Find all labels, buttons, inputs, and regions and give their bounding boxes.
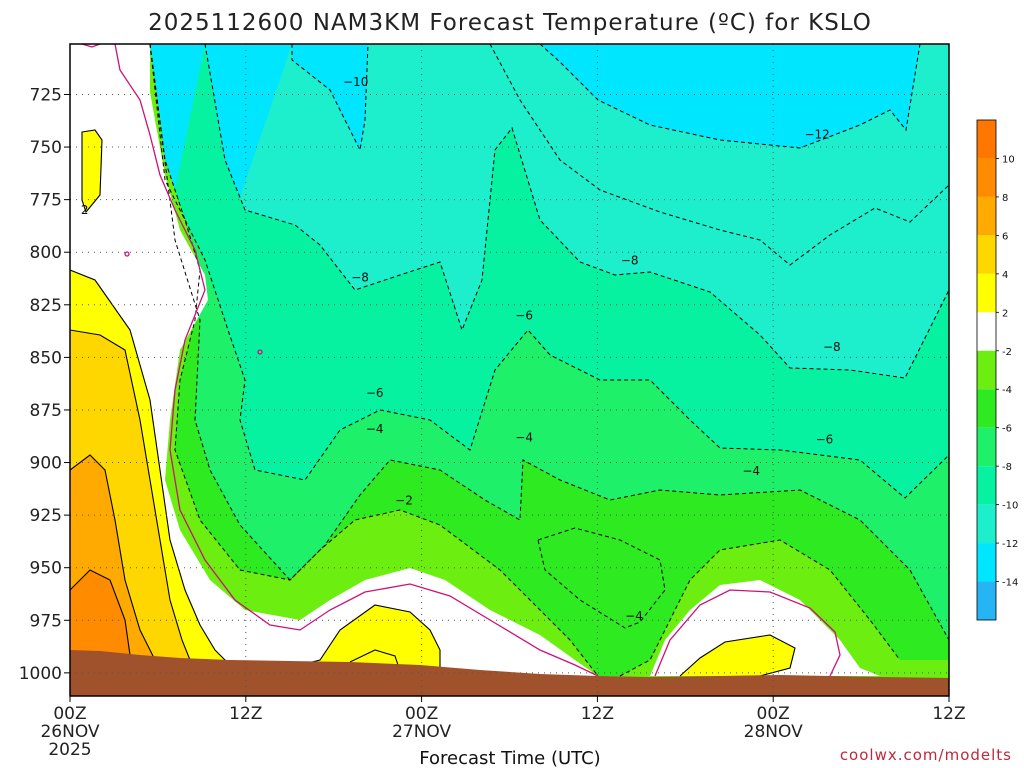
colorbar-label: -2 [1002,347,1012,358]
contour-label: −2 [395,493,413,507]
y-tick-label: 825 [30,296,62,316]
y-tick-label: 725 [30,85,62,105]
pressure-gridlines [70,93,949,674]
region-plus-2-to-plus-4-bump2 [680,635,795,676]
x-tick-label: 12Z [932,704,965,724]
y-tick-label: 975 [30,611,62,631]
colorbar-label: -6 [1002,424,1012,435]
y-tick-label: 950 [30,559,62,579]
colorbar-label: 8 [1002,193,1008,204]
colorbar-frame [976,119,997,621]
region-minus-4-pocket [538,528,665,628]
x-tick-label: 12Z [229,704,262,724]
plot-frame [69,43,950,697]
terrain-ground [70,650,949,696]
colorbar-swatch [977,427,996,467]
x-tick-label: 2025 [48,740,91,760]
colorbar-swatch [977,273,996,313]
y-tick-label: 850 [30,348,62,368]
colorbar-label: -8 [1002,462,1012,473]
y-tick-label: 1000 [19,664,62,684]
region-plus-2-to-minus-2-east [650,580,880,676]
x-tick-label: 12Z [581,704,614,724]
colorbar-swatch [977,350,996,390]
x-tick-label: 00Z [53,704,86,724]
colorbar-swatch [977,466,996,505]
x-tick-label: 27NOV [392,722,451,742]
colorbar: 10 8 6 4 2 -2 -4 -6 -8 -10 -12 -14 [976,119,1018,621]
colorbar-swatch [977,158,996,197]
colorbar-swatch [977,389,996,428]
contour-label: −10 [343,75,368,89]
y-tick-label: 925 [30,506,62,526]
contour-label: −4 [625,609,643,623]
contour-label: −8 [823,340,841,354]
colorbar-label: 4 [1002,270,1008,281]
contour-label: −6 [816,432,834,446]
time-gridlines [245,44,774,696]
x-tick-label: 28NOV [744,722,803,742]
x-tick-label: 26NOV [40,722,99,742]
x-tick-label: 00Z [757,704,790,724]
colorbar-swatch [977,312,996,351]
colorbar-label: 2 [1002,308,1008,319]
colorbar-label: -12 [1002,539,1018,550]
contour-label: −4 [742,464,760,478]
negative-contours [149,44,949,677]
colorbar-label: -10 [1002,501,1018,512]
y-tick-label: 875 [30,401,62,421]
colorbar-swatch [977,581,996,620]
zero-contours [81,44,841,677]
contour-label: −6 [366,386,384,400]
contour-label: 2 [81,203,89,217]
colorbar-top-swatch [977,120,996,159]
x-axis-label: Forecast Time (UTC) [419,748,600,768]
colorbar-label: -4 [1002,385,1012,396]
contour-label: −4 [515,430,533,444]
colorbar-label: -14 [1002,578,1018,589]
y-tick-label: 775 [30,191,62,211]
y-axis: 725 750 775 800 825 850 875 900 925 950 975 1000 [19,85,70,684]
colorbar-label: 10 [1002,154,1015,165]
contour-label: −8 [351,270,369,284]
colorbar-swatch [977,235,996,274]
contour-label: −8 [621,254,639,268]
region-minus-4-to-minus-6 [70,44,949,696]
y-tick-label: 750 [30,138,62,158]
colorbar-swatch [977,196,996,236]
credit-text: coolwx.com/modelts [840,746,1012,764]
chart-title: 2025112600 NAM3KM Forecast Temperature (… [148,10,872,36]
contour-label: −12 [804,127,829,141]
colorbar-label: 6 [1002,231,1008,242]
contour-label: −4 [366,422,384,436]
region-plus-2-to-plus-4-bump1 [300,605,440,668]
region-plus-2-to-plus-4-strip [82,130,102,212]
colorbar-swatch [977,543,996,582]
colorbar-swatch [977,504,996,544]
contour-labels: −10 −12 −8 −8 −8 −6 −6 −6 −4 −4 −4 −4 −2 2 [81,75,841,623]
contour-label: −6 [515,308,533,322]
x-tick-label: 00Z [405,704,438,724]
y-tick-label: 900 [30,454,62,474]
y-tick-label: 800 [30,243,62,263]
